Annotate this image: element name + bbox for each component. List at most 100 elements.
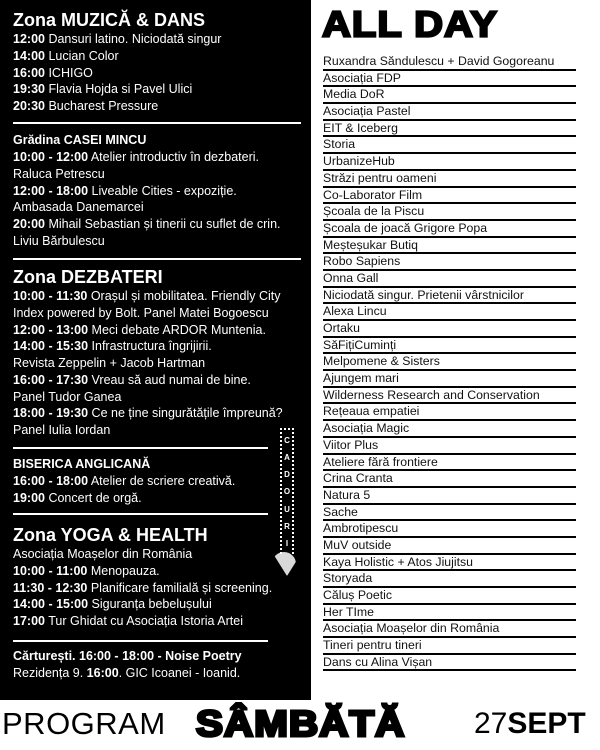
schedule-time: 19:00 — [13, 490, 45, 505]
schedule-time: 10:00 - 12:00 — [13, 150, 89, 164]
gift-letter: O — [283, 487, 291, 497]
schedule-item: Panel Tudor Ganea — [13, 389, 283, 406]
gift-letter: D — [284, 470, 290, 480]
list-item: Storia — [323, 137, 576, 155]
list-item: Ruxandra Săndulescu + David Gogoreanu — [323, 54, 576, 71]
gift-letter: C — [284, 436, 290, 446]
schedule-item: 11:30 - 12:30 Planificare familială și s… — [13, 580, 272, 597]
schedule-text: Bucharest Pressure — [44, 99, 159, 113]
list-item: Media DoR — [323, 87, 576, 105]
list-item: SăFițiCuminți — [323, 338, 576, 355]
program-label: PROGRAM — [2, 706, 166, 741]
extra-line-2: Rezidența 9. 16:00. GIC Icoanei - Ioanid… — [13, 665, 241, 680]
schedule-time: 16:00 — [13, 65, 45, 80]
schedule-time: 12:00 - 18:00 — [13, 183, 89, 198]
schedule-text: Raluca Petrescu — [13, 166, 105, 181]
gift-letter: R — [284, 521, 290, 531]
schedule-item: 12:00 - 18:00 Liveable Cities - expoziți… — [13, 183, 281, 200]
schedule-item: Asociația Moașelor din România — [13, 546, 272, 563]
schedule-item: 16:00 - 17:30 Vreau să aud numai de bine… — [13, 372, 283, 389]
schedule-text: Panel Iulia Iordan — [13, 423, 111, 437]
schedule-item: 19:00 Concert de orgă. — [13, 490, 235, 507]
list-item: Robo Sapiens — [323, 254, 576, 271]
footer: PROGRAM SÂMBĂTĂ 27SEPT — [0, 700, 600, 750]
divider — [13, 122, 301, 124]
day-label: SÂMBĂTĂ — [194, 702, 406, 746]
schedule-time: 14:00 - 15:30 — [13, 339, 89, 354]
schedule-text: Liviu Bărbulescu — [13, 233, 105, 248]
gift-letter: I — [285, 538, 289, 548]
list-item: Asociația Moașelor din România — [323, 621, 576, 639]
schedule-item: 16:00 ICHIGO — [13, 65, 221, 82]
schedule-text: Planificare familială și screening. — [87, 580, 273, 595]
schedule-time: 20:30 — [13, 99, 45, 113]
schedule-item: 10:00 - 11:30 Orașul și mobilitatea. Fri… — [13, 288, 283, 305]
schedule-item: 18:00 - 19:30 Ce ne ține singurătățile î… — [13, 405, 283, 422]
list-item: Niciodată singur. Prietenii vârstnicilor — [323, 288, 576, 305]
extra-line-1: Cărturești. 16:00 - 18:00 - Noise Poetry — [13, 649, 242, 663]
schedule-text: Ambasada Danemarcei — [13, 200, 144, 215]
list-item: Her TIme — [323, 605, 576, 622]
schedule-text: Asociația Moașelor din România — [13, 547, 193, 561]
schedule-text: Menopauza. — [87, 563, 160, 578]
schedule-text: Meci debate ARDOR Muntenia. — [88, 322, 266, 337]
section-mincu: Grădina CASEI MINCU 10:00 - 12:00 Atelie… — [13, 132, 281, 250]
schedule-text: Vreau să aud numai de bine. — [88, 372, 251, 387]
schedule-text: Infrastructura îngrijirii. — [88, 339, 212, 354]
list-item: UrbanizeHub — [323, 154, 576, 171]
schedule-text: Atelier introductiv în dezbateri. — [88, 150, 259, 164]
schedule-text: ICHIGO — [44, 65, 93, 80]
section-title: Zona DEZBATERI — [13, 267, 163, 287]
gift-letter: A — [284, 453, 290, 463]
list-item: Ateliere fără frontiere — [323, 455, 576, 472]
schedule-item: 12:00 Dansuri latino. Niciodată singur — [13, 31, 221, 48]
list-item: Ambrotipescu — [323, 521, 576, 538]
schedule-item: Liviu Bărbulescu — [13, 233, 281, 250]
schedule-text: Atelier de scriere creativă. — [88, 474, 236, 488]
schedule-item: 20:30 Bucharest Pressure — [13, 98, 221, 115]
list-item: Crina Cranta — [323, 471, 576, 488]
schedule-item: Raluca Petrescu — [13, 166, 281, 183]
list-item: Co-Laborator Film — [323, 188, 576, 205]
schedule-text: Ce ne ține singurătățile împreună? — [88, 406, 283, 421]
schedule-text: Revista Zeppelin + Jacob Hartman — [13, 356, 206, 370]
list-item: Străzi pentru oameni — [323, 171, 576, 188]
list-item: Alexa Lincu — [323, 304, 576, 321]
schedule-text: Panel Tudor Ganea — [13, 389, 122, 404]
all-day-title: ALL DAY — [321, 5, 498, 45]
divider — [13, 258, 301, 260]
schedule-text: Mihail Sebastian și tinerii cu suflet de… — [44, 217, 281, 231]
schedule-time: 14:00 - 15:00 — [13, 597, 89, 612]
list-item: Școala de la Piscu — [323, 204, 576, 221]
list-item: Natura 5 — [323, 488, 576, 505]
schedule-item: 10:00 - 12:00 Atelier introductiv în dez… — [13, 149, 281, 166]
schedule-item: 10:00 - 11:00 Menopauza. — [13, 563, 272, 580]
section-extra: Cărturești. 16:00 - 18:00 - Noise Poetry… — [13, 648, 242, 682]
divider — [13, 640, 268, 642]
list-item: Onna Gall — [323, 271, 576, 288]
schedule-text: Index powered by Bolt. Panel Matei Bogoe… — [13, 305, 269, 320]
schedule-time: 12:00 — [13, 32, 45, 46]
schedule-item: Index powered by Bolt. Panel Matei Bogoe… — [13, 305, 283, 322]
schedule-item: 16:00 - 18:00 Atelier de scriere creativ… — [13, 473, 235, 490]
date-label: 27SEPT — [474, 707, 586, 740]
list-item: EIT & Iceberg — [323, 121, 576, 138]
schedule-item: 14:00 Lucian Color — [13, 48, 221, 65]
divider — [13, 447, 268, 449]
schedule-time: 19:30 — [13, 82, 45, 97]
schedule-item: 12:00 - 13:00 Meci debate ARDOR Muntenia… — [13, 322, 283, 339]
list-item: MuV outside — [323, 538, 576, 555]
list-item: Wilderness Research and Conservation — [323, 388, 576, 405]
all-day-list: Ruxandra Săndulescu + David Gogoreanu Aso… — [323, 54, 576, 672]
section-yoga: Zona YOGA & HEALTH Asociația Moașelor di… — [13, 524, 272, 630]
schedule-text: Orașul și mobilitatea. Friendly City — [87, 289, 281, 303]
divider — [13, 513, 268, 515]
schedule-item: Ambasada Danemarcei — [13, 199, 281, 216]
schedule-item: Panel Iulia Iordan — [13, 422, 283, 439]
schedule-item: 20:00 Mihail Sebastian și tinerii cu suf… — [13, 216, 281, 233]
gift-letter: U — [284, 504, 290, 514]
section-title: Zona YOGA & HEALTH — [13, 525, 208, 545]
list-item: Școala de joacă Grigore Popa — [323, 221, 576, 238]
schedule-panel: Zona MUZICĂ & DANS 12:00 Dansuri latino.… — [0, 0, 311, 700]
